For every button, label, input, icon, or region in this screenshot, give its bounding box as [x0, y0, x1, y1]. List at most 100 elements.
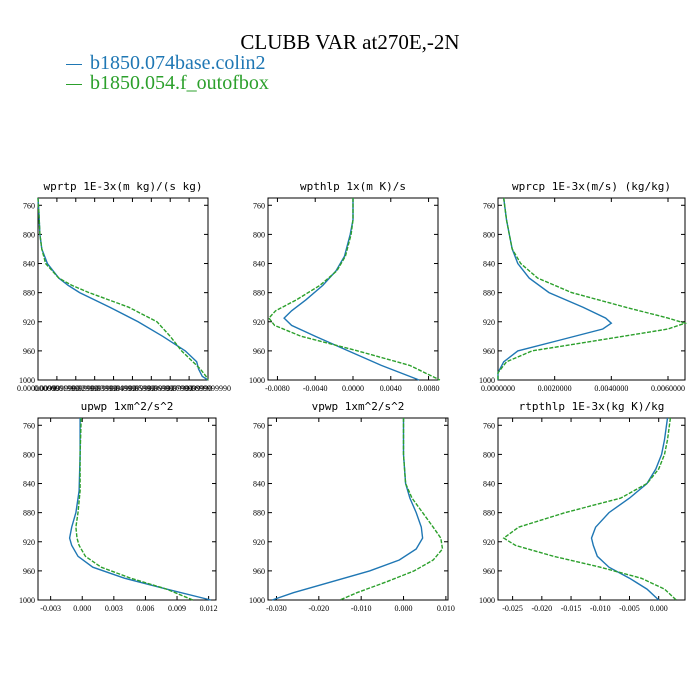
x-tick-label: -0.015 — [561, 604, 582, 613]
series-line-2 — [339, 418, 444, 601]
y-tick-label: 960 — [23, 347, 35, 356]
y-tick-label: 840 — [483, 480, 495, 489]
series-line-2 — [497, 197, 688, 380]
y-tick-label: 960 — [483, 567, 495, 576]
y-tick-label: 760 — [483, 201, 495, 210]
series-line-1 — [497, 197, 613, 380]
x-tick-label: 0.0599999990 — [128, 384, 174, 393]
x-tick-label: 0.000 — [650, 604, 668, 613]
y-tick-label: 800 — [483, 230, 495, 239]
x-tick-label: 0.0699999990 — [147, 384, 193, 393]
y-tick-label: 800 — [253, 230, 265, 239]
y-tick-label: 920 — [253, 538, 265, 547]
x-tick-label: 0.0199999990 — [53, 384, 99, 393]
y-tick-label: 840 — [483, 260, 495, 269]
series-line-1 — [590, 417, 669, 601]
y-tick-label: 880 — [483, 289, 495, 298]
x-tick-label: 0.000 — [73, 604, 91, 613]
plot-title: wpthlp 1x(m K)/s — [300, 180, 406, 193]
y-tick-label: 800 — [253, 450, 265, 459]
x-tick-label: 0.0399999990 — [91, 384, 137, 393]
y-tick-label: 800 — [483, 450, 495, 459]
x-tick-label: 0.006 — [136, 604, 154, 613]
x-tick-label: -0.025 — [502, 604, 523, 613]
legend-label: b1850.054.f_outofbox — [90, 72, 269, 94]
x-tick-label: 0.0899999990 — [185, 384, 231, 393]
plot-frame — [37, 197, 209, 381]
plot-panel-2: wpthlp 1x(m K)/s7608008408809209601000-0… — [249, 180, 441, 393]
series-line-1 — [68, 418, 211, 601]
y-tick-label: 920 — [23, 538, 35, 547]
x-tick-label: 0.0099999990 — [34, 384, 80, 393]
x-tick-label: -0.003 — [40, 604, 61, 613]
series-line-2 — [37, 197, 209, 381]
x-tick-label: 0.0799999990 — [166, 384, 212, 393]
y-tick-label: 880 — [253, 509, 265, 518]
x-tick-label: 0.0040 — [380, 384, 402, 393]
x-tick-label: -0.030 — [266, 604, 287, 613]
series-line-2 — [267, 198, 441, 381]
x-tick-label: 0.012 — [200, 604, 218, 613]
x-tick-label: 0.003 — [105, 604, 123, 613]
x-tick-label: -0.020 — [308, 604, 329, 613]
plot-frame — [267, 417, 449, 601]
x-tick-label: -0.010 — [590, 604, 611, 613]
legend-label: b1850.074base.colin2 — [90, 52, 266, 74]
y-tick-label: 880 — [23, 289, 35, 298]
y-tick-label: 880 — [253, 289, 265, 298]
plot-panel-6: rtpthlp 1E-3x(kg K)/kg 760 800 840 880 920 960… — [479, 400, 686, 613]
x-tick-label: 0.0000 — [342, 384, 364, 393]
y-tick-label: 800 — [23, 230, 35, 239]
legend-swatch — [66, 83, 82, 85]
y-tick-label: 1000 — [479, 376, 495, 385]
legend-swatch — [66, 63, 82, 65]
plot-panel-4: upwp 1xm^2/s^2 760 800 840 880 920 960 1000 -0.0… — [19, 400, 218, 613]
y-tick-label: 760 — [483, 421, 495, 430]
y-tick-label: 760 — [253, 201, 265, 210]
x-tick-label: -0.010 — [351, 604, 372, 613]
x-tick-label: -0.020 — [531, 604, 552, 613]
x-tick-label: 0.000 — [395, 604, 413, 613]
x-tick-label: -0.005 — [619, 604, 640, 613]
y-tick-label: 760 — [253, 421, 265, 430]
y-tick-label: 760 — [23, 201, 35, 210]
figure-title: CLUBB VAR at270E,-2N — [240, 30, 460, 54]
plot-panel-3: wprcp 1E-3x(m/s) (kg/kg) 760 800 840 880 920 9… — [479, 180, 688, 393]
y-tick-label: 840 — [253, 480, 265, 489]
plot-title: wprtp 1E-3x(m kg)/(s kg) — [44, 180, 203, 193]
y-tick-label: 800 — [23, 450, 35, 459]
plot-frame — [497, 417, 686, 601]
y-tick-label: 960 — [23, 567, 35, 576]
y-tick-label: 1000 — [19, 376, 35, 385]
x-tick-label: -0.0040 — [303, 384, 328, 393]
legend-entry-outofbox: b1850.054.f_outofbox — [66, 72, 269, 95]
y-tick-label: 920 — [23, 318, 35, 327]
x-tick-label: -0.0080 — [265, 384, 290, 393]
series-line-2 — [502, 417, 677, 601]
legend-entry-base: b1850.074base.colin2 — [66, 52, 266, 75]
y-tick-label: 760 — [23, 421, 35, 430]
y-tick-label: 840 — [23, 480, 35, 489]
y-tick-label: 840 — [23, 260, 35, 269]
x-tick-label: 0.0080 — [418, 384, 440, 393]
series-line-2 — [75, 417, 194, 601]
x-tick-label: 0.000000000 — [17, 384, 59, 393]
plot-panel-1: wprtp 1E-3x(m kg)/(s kg) 760 800 840 880 920 9… — [17, 180, 231, 393]
y-tick-label: 960 — [483, 347, 495, 356]
y-tick-label: 880 — [483, 509, 495, 518]
x-tick-label: 0.0000000 — [481, 384, 515, 393]
y-tick-label: 1000 — [479, 596, 495, 605]
y-tick-label: 880 — [23, 509, 35, 518]
x-tick-label: 0.0060000 — [651, 384, 685, 393]
plot-title: upwp 1xm^2/s^2 — [81, 400, 174, 413]
x-tick-label: 0.0299999990 — [72, 384, 118, 393]
y-tick-label: 960 — [253, 347, 265, 356]
y-tick-label: 920 — [483, 318, 495, 327]
series-line-1 — [283, 198, 420, 381]
y-tick-label: 1000 — [19, 596, 35, 605]
y-tick-label: 960 — [253, 567, 265, 576]
plot-title: vpwp 1xm^2/s^2 — [312, 400, 405, 413]
y-tick-label: 1000 — [249, 596, 265, 605]
plot-frame — [37, 417, 217, 601]
